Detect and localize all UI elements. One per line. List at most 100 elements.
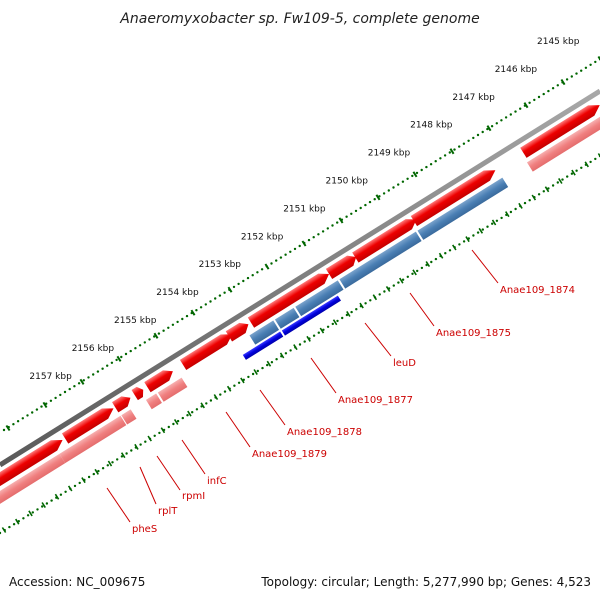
tick-dot bbox=[392, 186, 395, 189]
tick-dot bbox=[500, 216, 503, 220]
gene-blue-2 bbox=[274, 307, 300, 329]
tick-dot bbox=[106, 464, 110, 467]
tick-label: 2151 kbp bbox=[283, 204, 326, 214]
cds-forward-4 bbox=[131, 386, 144, 401]
tick-dot bbox=[444, 252, 447, 255]
tick-dot bbox=[106, 364, 109, 367]
tick-dot bbox=[260, 268, 264, 271]
tick-dot bbox=[373, 198, 376, 201]
tick-dot bbox=[537, 193, 541, 196]
tick-dot bbox=[486, 127, 489, 131]
tick-dot bbox=[542, 190, 545, 193]
tick-dot bbox=[528, 101, 531, 105]
tick-dot bbox=[12, 523, 16, 526]
genome-backbone bbox=[0, 88, 600, 468]
tick-dot bbox=[336, 319, 339, 323]
tick-dot bbox=[406, 275, 409, 278]
tick-mark bbox=[523, 102, 529, 109]
tick-dot bbox=[509, 210, 513, 214]
gene-label-anae109-1877: Anae109_1877 bbox=[338, 395, 413, 406]
tick-dot bbox=[176, 419, 180, 423]
tick-dot bbox=[2, 428, 6, 432]
tick-dot bbox=[472, 234, 475, 237]
tick-dot bbox=[218, 294, 222, 297]
tick-mark bbox=[438, 252, 444, 259]
cds-forward-12 bbox=[520, 105, 600, 158]
tick-dot bbox=[237, 282, 240, 286]
tick-mark bbox=[190, 309, 196, 316]
tick-mark bbox=[332, 319, 338, 326]
tick-dot bbox=[570, 75, 573, 78]
tick-dot bbox=[411, 174, 414, 178]
gene-blue-4 bbox=[339, 231, 422, 289]
tick-mark bbox=[200, 402, 205, 409]
tick-mark bbox=[571, 169, 576, 176]
tick-dot bbox=[331, 224, 334, 227]
tick-dot bbox=[26, 414, 29, 417]
tick-dot bbox=[575, 169, 578, 172]
tick-dot bbox=[199, 306, 203, 309]
tick-dot bbox=[486, 225, 489, 228]
tick-dot bbox=[138, 344, 142, 347]
tick-mark bbox=[558, 177, 563, 184]
tick-mark bbox=[346, 310, 351, 317]
cds-forward-6 bbox=[179, 334, 233, 371]
tick-dot bbox=[204, 303, 207, 306]
tick-dot bbox=[561, 178, 564, 181]
tick-dot bbox=[153, 434, 156, 437]
tick-dot bbox=[556, 181, 559, 184]
tick-dot bbox=[261, 366, 264, 370]
tick-dot bbox=[270, 361, 274, 364]
cds-forward-1 bbox=[0, 440, 63, 504]
tick-dot bbox=[368, 200, 372, 204]
tick-dot bbox=[528, 199, 531, 202]
tick-mark bbox=[486, 125, 492, 132]
tick-dot bbox=[16, 420, 20, 423]
cds-forward-5 bbox=[144, 370, 173, 393]
tick-dot bbox=[233, 384, 236, 387]
tick-dot bbox=[547, 187, 550, 190]
tick-dot bbox=[551, 184, 555, 187]
tick-dot bbox=[92, 472, 96, 476]
tick-dot bbox=[589, 63, 592, 66]
tick-dot bbox=[355, 308, 358, 311]
tick-mark bbox=[42, 401, 48, 409]
tick-dot bbox=[378, 293, 381, 296]
gene-label-anae109-1875: Anae109_1875 bbox=[436, 328, 511, 339]
tick-dot bbox=[364, 203, 367, 207]
tick-mark bbox=[107, 460, 113, 467]
tick-dot bbox=[430, 260, 433, 264]
gene-label-rpmi: rpmI bbox=[182, 491, 205, 502]
tick-dot bbox=[369, 299, 372, 302]
tick-dot bbox=[397, 183, 400, 186]
tick-dot bbox=[293, 247, 297, 251]
tick-dot bbox=[214, 297, 217, 300]
tick-dot bbox=[64, 490, 67, 493]
tick-label: 2147 kbp bbox=[452, 93, 495, 103]
tick-dot bbox=[448, 249, 452, 252]
tick-dot bbox=[181, 317, 184, 321]
tick-dot bbox=[115, 358, 118, 362]
tick-dot bbox=[223, 390, 227, 393]
tick-dot bbox=[256, 369, 259, 373]
tick-dot bbox=[275, 259, 278, 262]
tick-dot bbox=[40, 405, 43, 408]
tick-dot bbox=[551, 87, 555, 90]
tick-dot bbox=[59, 493, 63, 496]
tick-dot bbox=[41, 505, 44, 508]
gene-blue-3 bbox=[295, 280, 344, 317]
tick-dot bbox=[31, 511, 34, 514]
tick-dot bbox=[54, 396, 57, 400]
tick-dot bbox=[162, 329, 165, 332]
tick-dot bbox=[382, 192, 386, 195]
tick-mark bbox=[54, 493, 60, 500]
tick-dot bbox=[237, 381, 241, 384]
tick-label: 2154 kbp bbox=[156, 288, 199, 298]
tick-dot bbox=[439, 157, 442, 160]
tick-mark bbox=[301, 240, 307, 247]
gene-light-6 bbox=[526, 82, 600, 172]
genome-stats-label: Topology: circular; Length: 5,277,990 bp… bbox=[261, 575, 591, 589]
gene-row-2 bbox=[0, 82, 600, 517]
tick-label: 2149 kbp bbox=[368, 149, 411, 159]
tick-mark bbox=[1, 527, 7, 533]
